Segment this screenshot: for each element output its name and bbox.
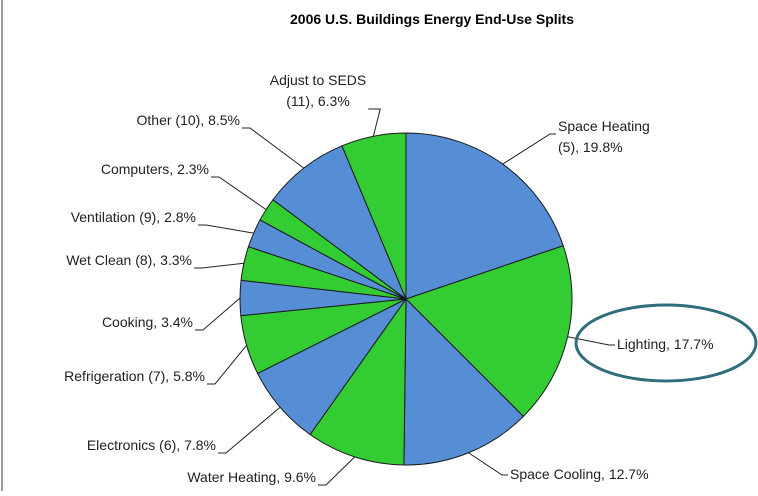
- slice-label-line: Lighting, 17.7%: [617, 336, 714, 352]
- leader-line: [468, 452, 508, 476]
- leader-line: [567, 336, 615, 346]
- slice-label: Wet Clean (8), 3.3%: [66, 252, 192, 268]
- chart-title: 2006 U.S. Buildings Energy End-Use Split…: [290, 11, 574, 27]
- slice-label-line: Water Heating, 9.6%: [187, 469, 316, 485]
- slice-label: Other (10), 8.5%: [137, 112, 241, 128]
- slice-label-line: Electronics (6), 7.8%: [87, 437, 216, 453]
- leader-line: [318, 456, 356, 486]
- pie-slice: [309, 297, 407, 466]
- leader-line: [195, 297, 241, 331]
- slice-label-line: Space Cooling, 12.7%: [510, 466, 649, 482]
- slice-label-line: Adjust to SEDS: [270, 72, 367, 88]
- pie-slice: [341, 132, 407, 300]
- slice-label-line: Other (10), 8.5%: [137, 112, 241, 128]
- slice-label-line: Refrigeration (7), 5.8%: [64, 368, 205, 384]
- slice-label-line: Computers, 2.3%: [101, 161, 209, 177]
- slice-label-line: (11), 6.3%: [286, 93, 350, 109]
- slice-label: Ventilation (9), 2.8%: [71, 209, 196, 225]
- leader-line: [211, 176, 267, 211]
- leader-line: [207, 344, 247, 385]
- slice-label: Water Heating, 9.6%: [187, 469, 316, 485]
- slice-label: Refrigeration (7), 5.8%: [64, 368, 205, 384]
- slice-label: Electronics (6), 7.8%: [87, 437, 216, 453]
- leader-line: [218, 406, 281, 454]
- leader-line: [368, 108, 381, 137]
- slice-labels: Space Heating (5), 19.8% Lighting, 17.7% Sp…: [64, 72, 714, 486]
- pie-slice: [272, 145, 408, 301]
- slice-label: Space Heating (5), 19.8%: [558, 118, 650, 155]
- slice-label: Adjust to SEDS (11), 6.3%: [270, 72, 367, 109]
- slice-label-line: Cooking, 3.4%: [102, 314, 193, 330]
- pie-slice: [403, 297, 525, 466]
- slice-label: Lighting, 17.7%: [617, 336, 714, 352]
- highlight-ellipse: [574, 303, 758, 383]
- leader-line: [198, 224, 254, 234]
- slice-label: Computers, 2.3%: [101, 161, 209, 177]
- slice-label-line: (5), 19.8%: [558, 139, 623, 155]
- leader-line: [242, 127, 305, 169]
- pie-slice: [405, 132, 564, 300]
- slice-label-line: Ventilation (9), 2.8%: [71, 209, 196, 225]
- slice-label-line: Space Heating: [558, 118, 650, 134]
- slice-label: Cooking, 3.4%: [102, 314, 193, 330]
- slice-label-line: Wet Clean (8), 3.3%: [66, 252, 192, 268]
- leader-line: [194, 262, 244, 269]
- slice-label: Space Cooling, 12.7%: [510, 466, 649, 482]
- leader-line: [502, 133, 556, 165]
- pie: [239, 132, 573, 466]
